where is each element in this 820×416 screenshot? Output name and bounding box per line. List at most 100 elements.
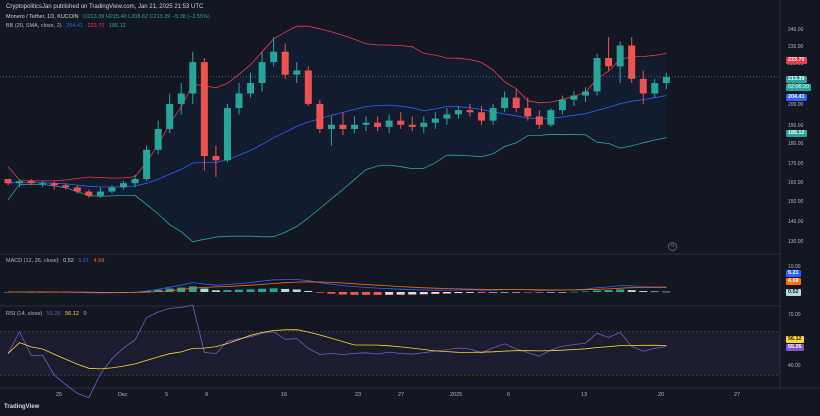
macd-histogram-bar — [512, 292, 521, 293]
publish-line: CryptopoliticsJan published on TradingVi… — [6, 4, 204, 10]
candle-body — [501, 97, 509, 109]
macd-histogram-bar — [211, 290, 220, 292]
candle-body — [628, 45, 636, 79]
macd-histogram-bar — [281, 288, 290, 292]
price-tick: 130.00 — [788, 239, 804, 245]
candle-body — [108, 187, 116, 192]
macd-label[interactable]: MACD (12, 26, close) — [6, 258, 59, 264]
candle-body — [385, 120, 393, 127]
candle-body — [408, 124, 416, 127]
macd-histogram-bar — [373, 292, 382, 295]
candle-body — [4, 179, 12, 184]
legend-bb: BB (20, SMA, close, 2) 204.41 223.70 185… — [6, 23, 129, 29]
time-tick: 20 — [658, 392, 665, 398]
macd-histogram-bar — [269, 288, 278, 292]
candle-body — [374, 122, 382, 127]
tradingview-logo: TradingView — [4, 404, 39, 410]
macd-histogram-bar — [235, 289, 243, 292]
countdown-badge: 02:06:20 — [786, 84, 811, 91]
candle-body — [639, 78, 647, 94]
rsi-ma-line — [7, 329, 667, 370]
macd-histogram-bar — [558, 292, 567, 293]
candle-body — [431, 118, 439, 123]
macd-histogram-bar — [569, 291, 578, 293]
candle-body — [616, 45, 624, 67]
price-tick: 140.00 — [788, 219, 804, 225]
macd-histogram-bar — [466, 292, 474, 293]
candle-body — [189, 62, 197, 94]
time-tick: 13 — [581, 392, 588, 398]
macd-histogram-bar — [188, 286, 197, 292]
bb-basis-badge: 204.41 — [786, 94, 807, 101]
macd-histogram-bar — [408, 292, 417, 295]
price-tick: 150.00 — [788, 199, 804, 205]
candle-body — [247, 83, 255, 94]
bb-upper-value: 223.70 — [87, 23, 105, 29]
candle-body — [143, 149, 151, 180]
candle-body — [327, 124, 335, 129]
candle-body — [223, 108, 231, 161]
legend-main: Monero / Tether, 1D, KUCOIN O213.39 H215… — [6, 14, 213, 20]
candle-body — [443, 114, 451, 119]
candle-body — [281, 51, 289, 75]
candle-body — [96, 191, 104, 196]
price-tick: 210.00 — [788, 80, 804, 86]
candle-body — [397, 120, 405, 125]
macd-histogram-bar — [154, 289, 163, 292]
candle-body — [293, 70, 301, 75]
rsi-label[interactable]: RSI (14, close) — [6, 311, 43, 317]
macd-histogram-bar — [546, 292, 555, 293]
macd-value: 0.52 — [63, 258, 74, 264]
time-tick: 5 — [165, 392, 169, 398]
symbol-label[interactable]: Monero / Tether, 1D, KUCOIN — [6, 14, 79, 20]
macd-histogram-bar — [142, 290, 151, 292]
candle-body — [131, 179, 139, 184]
macd-histogram-bar — [246, 289, 255, 292]
candle-body — [593, 58, 601, 92]
time-tick: 25 — [56, 392, 63, 398]
candle-body — [489, 108, 497, 121]
candle-body — [605, 58, 613, 67]
macd-histogram-bar — [327, 292, 336, 294]
bb-label[interactable]: BB (20, SMA, close, 2) — [6, 23, 62, 29]
time-tick: 23 — [355, 392, 362, 398]
price-tick: 240.00 — [788, 27, 804, 33]
candle-body — [478, 112, 486, 121]
macd-histogram-bar — [292, 289, 301, 292]
macd-signal-badge: 5.21 — [786, 270, 801, 277]
candle-body — [200, 62, 208, 157]
rsi-tick: 40.00 — [788, 363, 801, 369]
bb-lower-value: 185.12 — [108, 23, 126, 29]
rsi-band — [0, 331, 780, 376]
macd-histogram-bar — [396, 292, 405, 295]
rsi-badge: 55.26 — [786, 344, 804, 351]
candle-body — [62, 185, 70, 188]
price-tick: 170.00 — [788, 161, 804, 167]
macd-histogram-bar — [604, 290, 613, 292]
candle-body — [339, 124, 347, 129]
candle-body — [582, 91, 589, 96]
legend-macd: MACD (12, 26, close) 0.52 5.21 4.69 — [6, 258, 107, 264]
last-price-badge: 213.39 — [786, 76, 807, 83]
settings-icon[interactable]: ⚙ — [668, 242, 677, 251]
macd-histogram-bar — [385, 292, 394, 295]
price-tick: 180.00 — [788, 141, 804, 147]
candle-body — [16, 181, 24, 184]
candle-body — [547, 110, 555, 125]
time-tick: Dec — [118, 392, 128, 398]
macd-histogram-bar — [431, 292, 440, 294]
macd-histogram-bar — [362, 292, 371, 295]
price-tick: 200.00 — [788, 102, 804, 108]
candle-body — [212, 156, 220, 161]
bb-lower-line — [7, 133, 667, 243]
price-tick: 220.00 — [788, 61, 804, 67]
macd-line — [7, 279, 667, 294]
candle-body — [351, 124, 358, 129]
macd-histogram-bar — [650, 291, 659, 293]
time-tick: 27 — [398, 392, 405, 398]
macd-histogram-bar — [315, 292, 324, 293]
price-tick: 160.00 — [788, 180, 804, 186]
macd-signal-value: 5.21 — [78, 258, 90, 264]
macd-histogram-bar — [616, 289, 625, 292]
